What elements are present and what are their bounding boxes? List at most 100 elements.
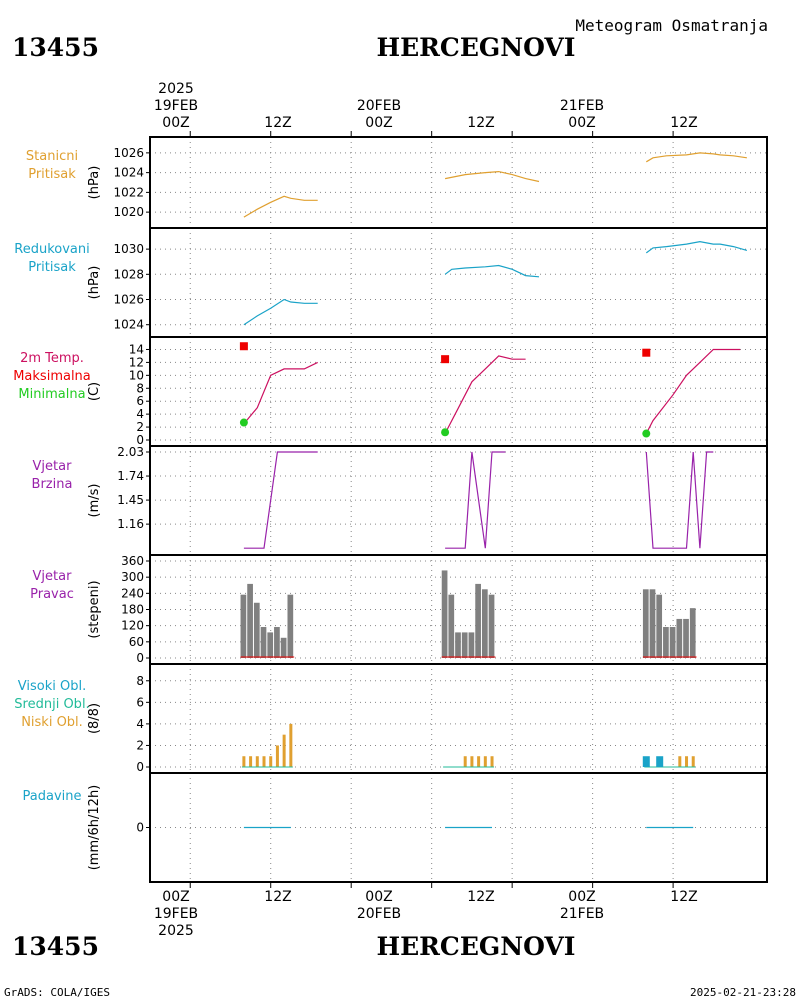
y-tick-label: 2.03	[117, 445, 144, 459]
min-temp-marker	[239, 418, 248, 427]
panel-frame	[149, 445, 768, 556]
wind-direction-bar	[475, 583, 481, 658]
wind-direction-bar	[676, 618, 683, 658]
wind-direction-bar	[663, 627, 669, 658]
wind-direction-bar	[488, 594, 495, 658]
low-cloud-bar	[685, 756, 689, 767]
panel-frame	[149, 772, 768, 883]
top-hour-label: 12Z	[264, 115, 291, 131]
panel-frame	[149, 136, 768, 229]
panel-label: Stanicni	[26, 149, 78, 164]
panel-label: Visoki Obl.	[18, 679, 86, 694]
wind-direction-bar	[448, 594, 455, 658]
min-temp-marker	[441, 428, 450, 437]
low-cloud-bar	[477, 756, 481, 767]
series-line	[243, 361, 318, 425]
panel-label: Minimalna	[18, 387, 85, 402]
y-axis-label: (C)	[87, 382, 102, 401]
low-cloud-bar	[282, 734, 286, 767]
y-tick-label: 1026	[113, 146, 144, 160]
wind-direction-bar	[247, 583, 253, 658]
panel-frame	[149, 227, 768, 338]
panel-label: Vjetar	[33, 569, 73, 584]
y-tick-label: 14	[129, 342, 144, 356]
panel-label: Brzina	[32, 477, 73, 492]
y-axis-label: (m/s)	[87, 484, 102, 518]
series-line	[444, 170, 540, 183]
wind-direction-bar	[274, 627, 280, 658]
panel-frame	[149, 336, 768, 447]
panel-wind_direction: 0 60 120 180 240 300 360 (stepeni) Vjetar Pravac	[30, 554, 768, 665]
series-line	[444, 355, 526, 434]
y-axis-label: (stepeni)	[87, 580, 102, 638]
wind-direction-bar	[683, 618, 689, 658]
panel-station_pressure: 1020 1022 1024 1026 (hPa) Stanicni Pritisak	[26, 136, 768, 229]
wind-direction-bar	[649, 589, 656, 658]
low-cloud-bar	[691, 756, 695, 767]
wind-direction-bar	[689, 608, 696, 658]
bottom-hour-label: 00Z	[365, 889, 392, 905]
y-tick-label: 180	[121, 603, 144, 617]
header-subtitle: Meteogram Osmatranja	[575, 16, 768, 35]
panel-label: Pritisak	[28, 167, 76, 182]
wind-direction-bar	[260, 627, 267, 658]
y-tick-label: 1030	[113, 242, 144, 256]
wind-direction-bar	[267, 632, 274, 658]
series-line	[243, 195, 318, 218]
top-hour-label: 12Z	[467, 115, 494, 131]
y-tick-label: 8	[136, 674, 144, 688]
y-tick-label: 1024	[113, 166, 144, 180]
wind-direction-bar	[253, 602, 260, 658]
panel-label: Pravac	[30, 587, 74, 602]
top-hour-label: 00Z	[162, 115, 189, 131]
top-hour-label: 12Z	[670, 115, 697, 131]
y-tick-label: 10	[129, 368, 144, 382]
y-tick-label: 2	[136, 420, 144, 434]
bottom-hour-label: 12Z	[264, 889, 291, 905]
top-hour-label: 00Z	[568, 115, 595, 131]
bottom-hour-label: 12Z	[467, 889, 494, 905]
low-cloud-bar	[463, 756, 467, 767]
low-cloud-bar	[483, 756, 487, 767]
wind-direction-bar	[240, 594, 247, 658]
wind-direction-bar	[669, 627, 676, 658]
panel-label: Padavine	[23, 789, 82, 804]
bottom-year-label: 2025	[158, 923, 194, 939]
high-cloud-bar	[642, 756, 650, 767]
low-cloud-bar	[249, 756, 253, 767]
low-cloud-bar	[470, 756, 474, 767]
y-axis-label: (8/8)	[87, 703, 102, 734]
y-tick-label: 0	[136, 760, 144, 774]
low-cloud-bar	[242, 756, 246, 767]
low-cloud-bar	[678, 756, 682, 767]
top-day-date: 19FEB	[154, 98, 198, 114]
y-tick-label: 12	[129, 355, 144, 369]
wind-direction-bar	[642, 589, 649, 658]
y-tick-label: 1.74	[117, 469, 144, 483]
y-tick-label: 4	[136, 717, 144, 731]
low-cloud-bar	[269, 756, 273, 767]
series-line	[243, 451, 318, 549]
y-tick-label: 2	[136, 738, 144, 752]
bottom-day-date: 20FEB	[357, 906, 401, 922]
bottom-hour-label: 00Z	[568, 889, 595, 905]
y-tick-label: 1022	[113, 185, 144, 199]
max-temp-marker	[239, 342, 248, 351]
footer-credit: GrADS: COLA/IGES	[4, 986, 110, 999]
wind-direction-bar	[468, 632, 475, 658]
panel-label: Srednji Obl.	[14, 697, 89, 712]
panel-label: 2m Temp.	[20, 351, 84, 366]
y-tick-label: 0	[136, 651, 144, 665]
low-cloud-bar	[289, 723, 293, 767]
high-cloud-bar	[656, 756, 664, 767]
wind-direction-bar	[441, 570, 448, 658]
panel-reduced_pressure: 1024 1026 1028 1030 (hPa) Redukovani Pritisak	[14, 227, 768, 338]
panel-wind_speed: 1.16 1.45 1.74 2.03 (m/s) Vjetar Brzina	[32, 445, 768, 556]
footer-station-name: HERCEGNOVI	[376, 932, 575, 961]
y-tick-label: 1026	[113, 293, 144, 307]
y-tick-label: 1.16	[117, 517, 144, 531]
panel-label: Redukovani	[14, 242, 89, 257]
bottom-hour-label: 00Z	[162, 889, 189, 905]
y-tick-label: 300	[121, 570, 144, 584]
